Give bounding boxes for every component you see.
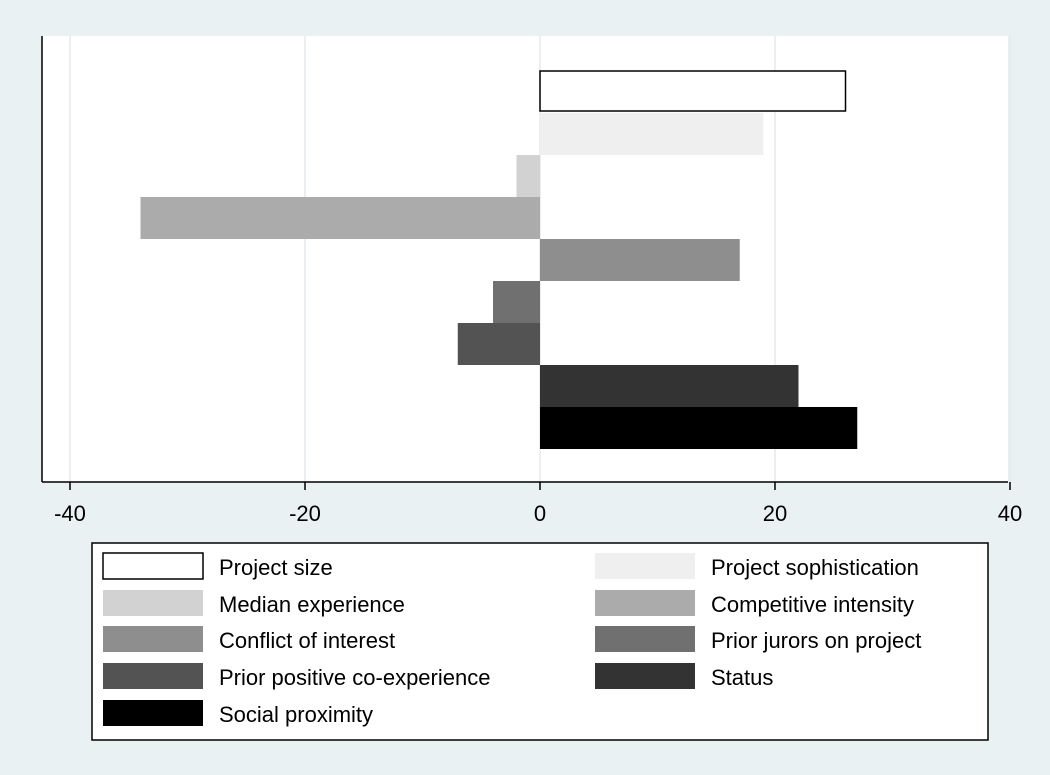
legend-label: Prior positive co-experience [219, 665, 490, 690]
legend-box [91, 542, 989, 741]
bar [516, 155, 540, 197]
legend-swatch [103, 663, 203, 689]
bar [540, 365, 799, 407]
legend-swatch [102, 552, 204, 580]
legend-swatch [595, 590, 695, 616]
x-axis-ticks: -40 -20 0 20 40 [54, 482, 1022, 526]
bar [140, 197, 540, 239]
bar [540, 113, 764, 155]
legend-label: Competitive intensity [711, 592, 914, 617]
bar [539, 70, 847, 112]
bar [493, 281, 540, 323]
legend-swatch [595, 626, 695, 652]
legend-items: Project size Project sophistication Median… [102, 552, 921, 727]
legend-label: Median experience [219, 592, 405, 617]
plot-area [42, 36, 1008, 482]
legend-swatch [103, 700, 203, 726]
legend-label: Conflict of interest [219, 628, 395, 653]
x-tick-label: 40 [998, 501, 1022, 526]
legend-swatch [103, 626, 203, 652]
legend-swatch [595, 553, 695, 579]
legend-label: Prior jurors on project [711, 628, 921, 653]
bar [540, 239, 740, 281]
legend: Project size Project sophistication Median… [91, 542, 989, 741]
legend-label: Project sophistication [711, 555, 919, 580]
x-tick-label: 20 [763, 501, 787, 526]
x-tick-label: 0 [534, 501, 546, 526]
legend-label: Social proximity [219, 702, 373, 727]
x-tick-label: -20 [289, 501, 321, 526]
legend-swatch [595, 663, 695, 689]
bars [140, 70, 858, 449]
bar [540, 407, 858, 449]
bar [457, 323, 540, 365]
legend-swatch [103, 590, 203, 616]
legend-label: Project size [219, 555, 333, 580]
legend-label: Status [711, 665, 773, 690]
x-tick-label: -40 [54, 501, 86, 526]
